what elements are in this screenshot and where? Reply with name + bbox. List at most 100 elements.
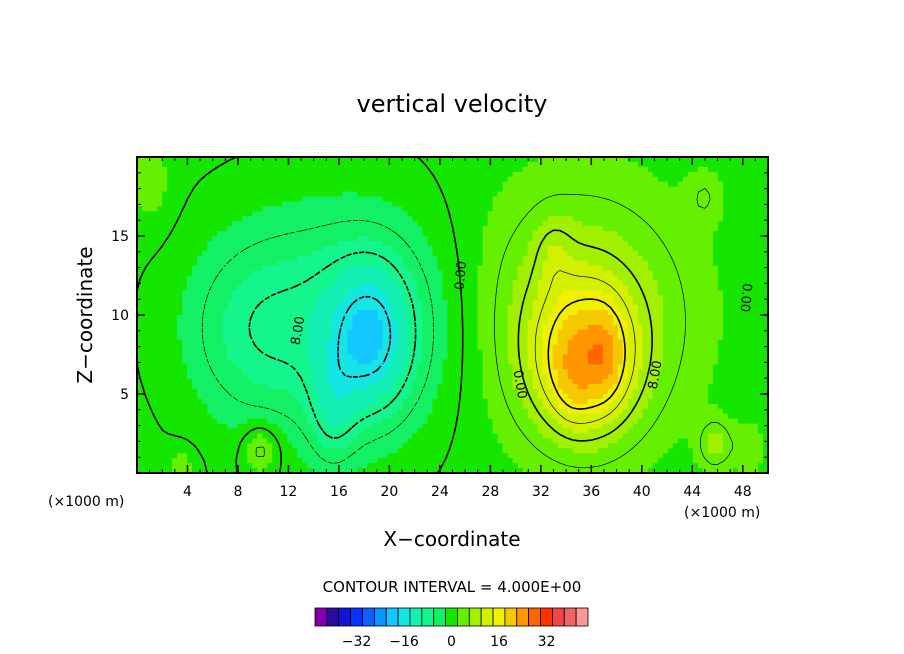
contour-cell (297, 226, 303, 232)
contour-cell (217, 255, 223, 262)
contour-cell (397, 344, 404, 351)
contour-cell (477, 216, 484, 222)
contour-cell (177, 315, 183, 321)
contour-cell (622, 157, 629, 163)
contour-cell (522, 265, 529, 272)
contour-cell (202, 236, 208, 242)
contour-cell (497, 280, 504, 286)
contour-cell (517, 324, 524, 331)
contour-cell (677, 171, 684, 178)
contour-cell (617, 265, 624, 272)
contour-cell (222, 176, 228, 183)
contour-cell (547, 300, 554, 306)
contour-cell (217, 240, 223, 247)
contour-cell (427, 319, 434, 326)
contour-cell (702, 295, 709, 301)
contour-cell (242, 255, 248, 262)
contour-cell (362, 181, 368, 188)
contour-cell (182, 310, 188, 316)
contour-cell (362, 157, 368, 163)
contour-cell (697, 171, 704, 178)
contour-cell (322, 285, 328, 291)
contour-cell (212, 161, 218, 168)
contour-cell (637, 319, 644, 326)
contour-cell (467, 310, 474, 316)
contour-cell (447, 285, 454, 291)
contour-cell (677, 161, 684, 168)
contour-cell (607, 201, 614, 207)
contour-cell (702, 275, 709, 282)
contour-cell (197, 191, 203, 198)
contour-cell (502, 245, 509, 252)
contour-cell (712, 265, 719, 272)
contour-cell (307, 221, 313, 227)
contour-cell (657, 161, 664, 168)
contour-cell (597, 255, 604, 262)
contour-cell (572, 161, 579, 168)
contour-cell (257, 305, 263, 311)
contour-cell (187, 245, 193, 252)
contour-cell (482, 260, 489, 267)
contour-cell (237, 240, 243, 247)
contour-cell (722, 216, 729, 222)
contour-cell (177, 275, 183, 282)
contour-cell (437, 295, 444, 301)
contour-cell (467, 161, 474, 168)
contour-cell (672, 260, 679, 267)
contour-cell (547, 349, 554, 356)
contour-cell (687, 305, 694, 311)
contour-cell (367, 334, 373, 341)
contour-cell (552, 310, 559, 316)
contour-cell (267, 181, 273, 188)
contour-cell (247, 191, 253, 198)
contour-cell (242, 349, 248, 356)
contour-cell (142, 171, 148, 178)
contour-cell (182, 171, 188, 178)
contour-cell (152, 236, 158, 242)
contour-cell (507, 265, 514, 272)
contour-cell (702, 315, 709, 321)
contour-cell (522, 201, 529, 207)
contour-cell (552, 157, 559, 163)
contour-cell (542, 201, 549, 207)
contour-cell (707, 324, 714, 331)
contour-cell (687, 250, 694, 257)
contour-cell (437, 290, 444, 296)
contour-cell (217, 226, 223, 232)
contour-cell (667, 191, 674, 198)
contour-cell (182, 344, 188, 351)
contour-cell (307, 181, 313, 188)
contour-cell (392, 315, 399, 321)
contour-cell (467, 240, 474, 247)
contour-cell (142, 260, 148, 267)
contour-cell (512, 186, 519, 193)
contour-cell (492, 201, 499, 207)
contour-cell (447, 201, 454, 207)
contour-cell (512, 260, 519, 267)
contour-cell (697, 339, 704, 346)
contour-cell (252, 161, 258, 168)
contour-cell (337, 201, 343, 207)
contour-cell (157, 305, 163, 311)
contour-cell (277, 166, 283, 173)
contour-cell (172, 196, 178, 203)
contour-cell (672, 211, 679, 217)
contour-cell (697, 250, 704, 257)
contour-cell (552, 166, 559, 173)
contour-cell (362, 161, 368, 168)
contour-cell (562, 221, 569, 227)
contour-cell (552, 334, 559, 341)
contour-cell (707, 240, 714, 247)
contour-cell (392, 300, 399, 306)
contour-cell (452, 260, 459, 267)
contour-cell (257, 166, 263, 173)
contour-cell (737, 255, 744, 262)
contour-cell (422, 329, 429, 336)
contour-cell (237, 260, 243, 267)
contour-cell (237, 181, 243, 188)
contour-cell (567, 255, 574, 262)
contour-cell (592, 270, 599, 277)
contour-cell (752, 265, 759, 272)
contour-cell (712, 290, 719, 296)
contour-cell (437, 226, 444, 232)
